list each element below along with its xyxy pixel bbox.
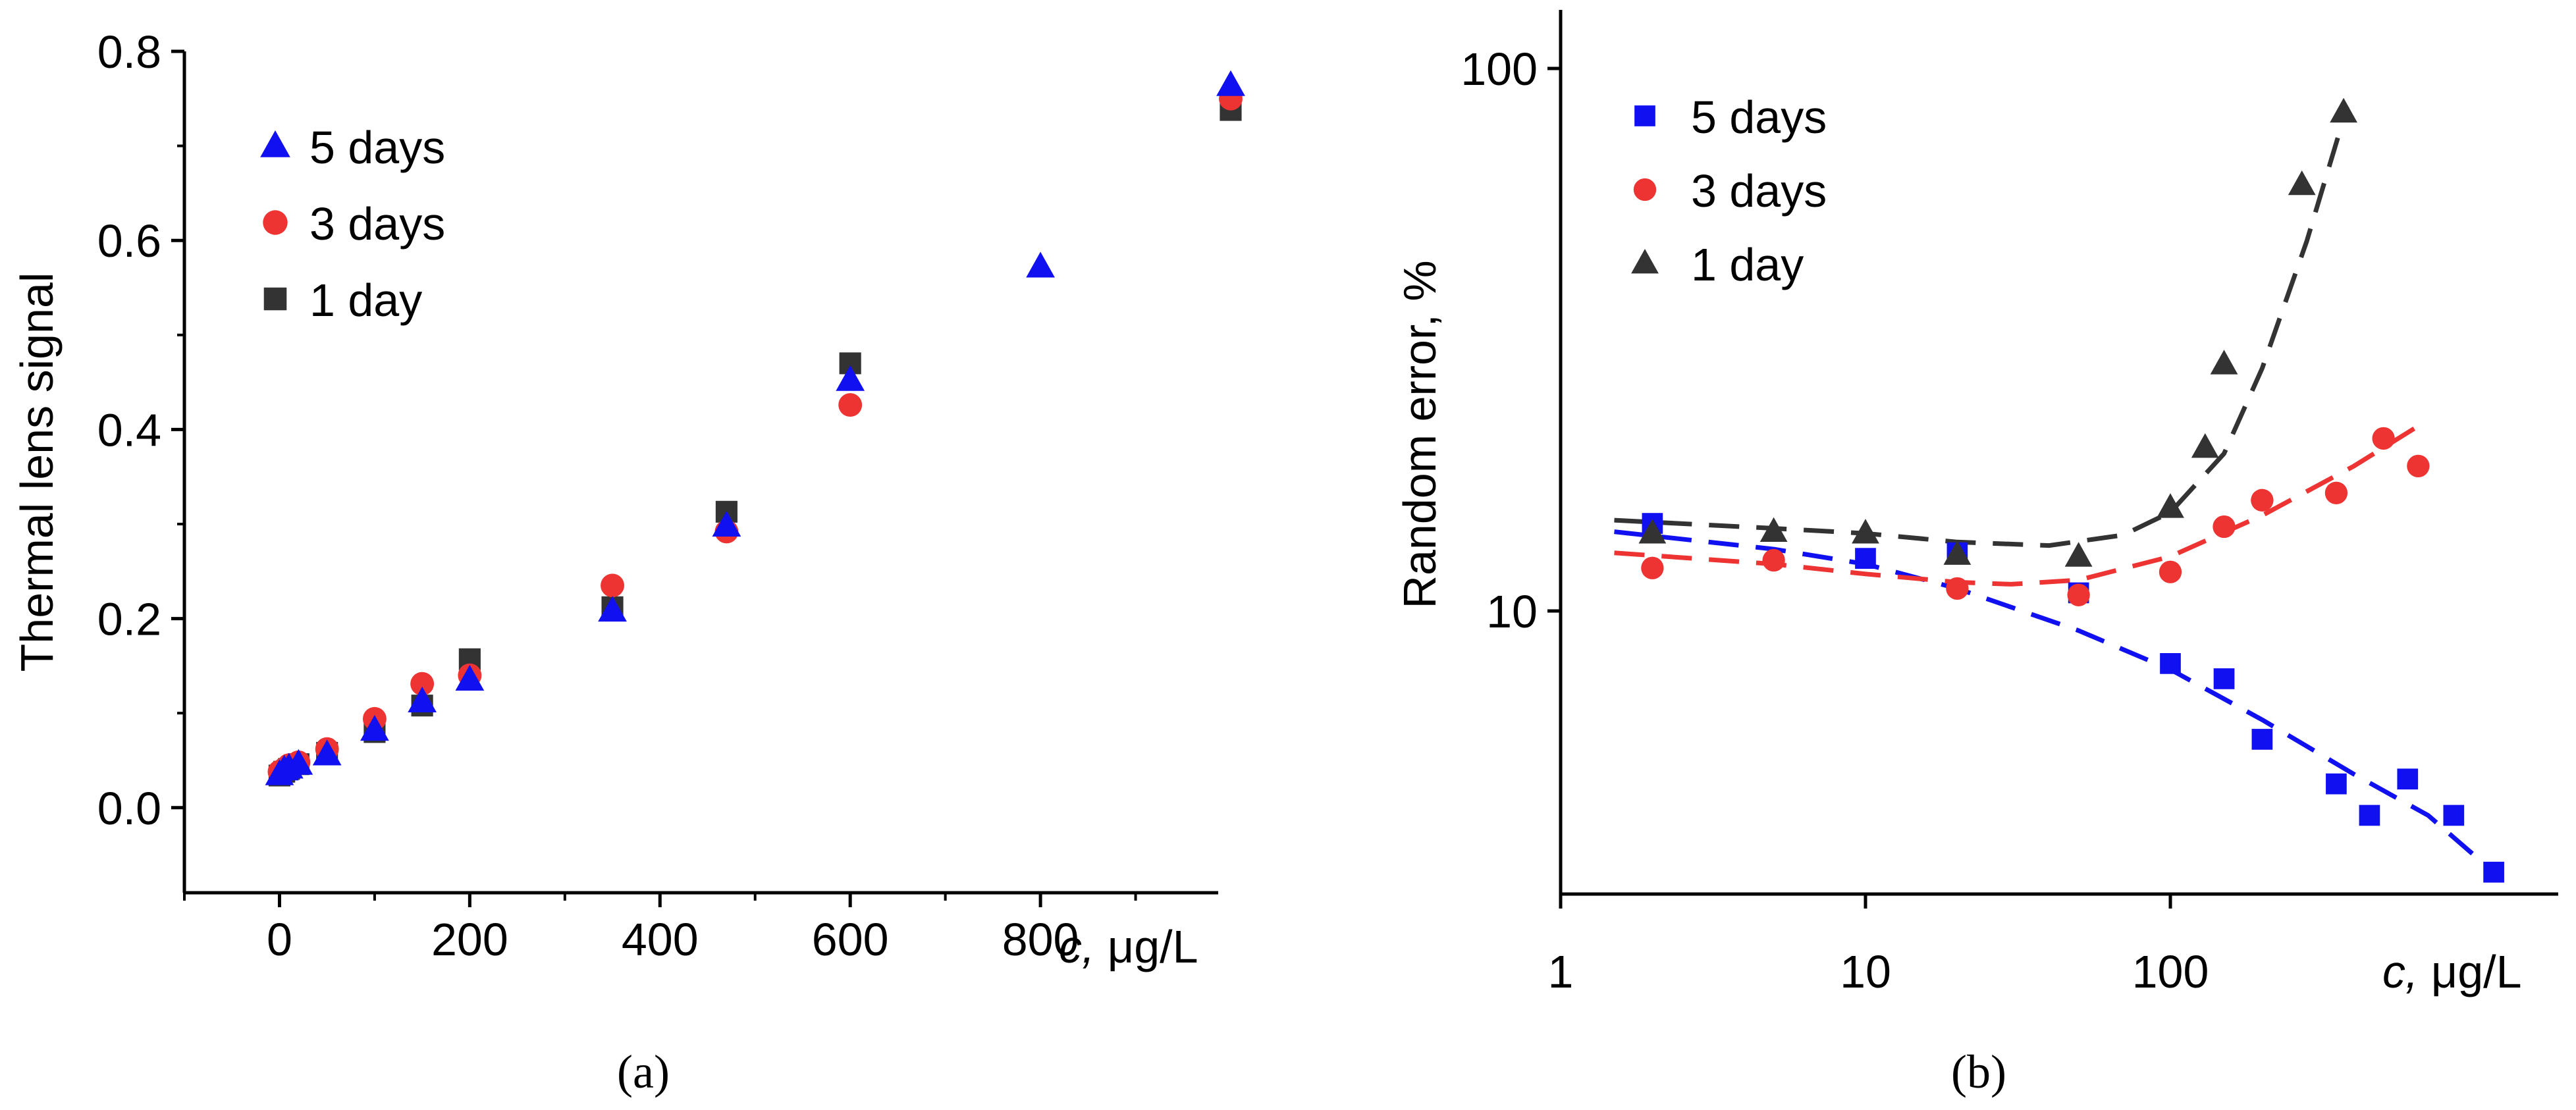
data-point xyxy=(601,573,624,598)
x-axis-label: c, μg/L xyxy=(2382,946,2522,997)
y-ticks: 10 100 xyxy=(1461,43,1561,637)
data-points xyxy=(1638,97,2504,883)
y-tick-label: 0.8 xyxy=(97,26,161,78)
legend-marker xyxy=(263,287,287,311)
data-point xyxy=(2157,493,2184,518)
chart-panel-a: 0.0 0.2 0.4 0.6 0.8 0 200 400 600 800 Thermal le… xyxy=(11,26,1245,1098)
data-point xyxy=(2326,773,2347,795)
data-point xyxy=(2483,861,2504,883)
y-tick-label: 0.6 xyxy=(97,215,161,267)
x-tick-label: 10 xyxy=(1840,946,1891,997)
y-tick-label: 0.0 xyxy=(97,783,161,834)
x-axis-label-variable: c, xyxy=(2382,946,2418,997)
data-point xyxy=(410,672,435,696)
data-point xyxy=(2210,350,2238,375)
data-point xyxy=(2443,805,2465,826)
data-points xyxy=(265,70,1245,787)
x-tick-label: 0 xyxy=(267,914,292,965)
y-axis-label: Random error, % xyxy=(1394,260,1445,608)
x-tick-label: 1 xyxy=(1548,946,1574,997)
fit-curve-5-days xyxy=(1614,529,2496,874)
fit-curves xyxy=(1614,106,2496,874)
x-ticks: 1 10 100 xyxy=(1548,894,2209,997)
fit-curve-1-day xyxy=(1614,106,2349,548)
data-point xyxy=(455,664,485,691)
data-point xyxy=(2372,427,2395,450)
data-point xyxy=(1946,577,1969,600)
y-tick-label: 0.2 xyxy=(97,594,161,645)
legend-marker xyxy=(263,210,288,235)
data-point xyxy=(712,510,741,537)
x-tick-label: 200 xyxy=(431,914,508,965)
data-point xyxy=(1943,540,1972,565)
legend-label: 5 days xyxy=(309,122,445,173)
fit-curve-3-days xyxy=(1614,417,2430,587)
series-1-day xyxy=(1638,97,2357,567)
data-point xyxy=(1762,548,1785,572)
y-tick-label: 0.4 xyxy=(97,404,161,456)
series-5-days xyxy=(265,70,1245,785)
data-point xyxy=(2160,653,2181,674)
panel-caption: (a) xyxy=(617,1045,670,1098)
x-axis-label-unit: μg/L xyxy=(1094,921,1198,972)
legend-marker xyxy=(1631,249,1659,274)
legend: 5 days 3 days 1 day xyxy=(1631,92,1827,290)
data-point xyxy=(2213,668,2235,689)
legend-label: 3 days xyxy=(309,198,445,250)
data-point xyxy=(360,715,389,741)
y-tick-label: 10 xyxy=(1486,586,1538,637)
legend-marker xyxy=(1634,105,1655,126)
x-tick-label: 400 xyxy=(622,914,699,965)
y-ticks: 0.0 0.2 0.4 0.6 0.8 xyxy=(97,26,184,834)
x-tick-label: 100 xyxy=(2132,946,2209,997)
data-point xyxy=(312,739,342,766)
data-point xyxy=(2251,729,2273,750)
data-point xyxy=(2397,768,2419,790)
data-point xyxy=(2288,170,2316,196)
x-ticks: 0 200 400 600 800 xyxy=(183,893,1137,965)
x-axis-label-variable: c, xyxy=(1059,921,1094,972)
legend-marker xyxy=(260,130,290,157)
legend-label: 1 day xyxy=(309,275,422,326)
data-point xyxy=(2407,454,2430,478)
data-point xyxy=(2251,489,2274,512)
x-tick-label: 800 xyxy=(1002,914,1079,965)
legend: 5 days 3 days 1 day xyxy=(260,122,445,326)
legend-label: 1 day xyxy=(1691,239,1804,290)
data-point xyxy=(1216,70,1245,96)
series-3-days xyxy=(1641,427,2430,606)
y-tick-label: 100 xyxy=(1461,43,1538,95)
data-point xyxy=(2064,542,2093,567)
panel-caption: (b) xyxy=(1951,1045,2006,1098)
data-point xyxy=(408,686,437,713)
data-point xyxy=(598,596,627,622)
data-point xyxy=(836,365,865,391)
data-point xyxy=(2213,515,2236,539)
legend-label: 5 days xyxy=(1691,92,1827,143)
data-point xyxy=(2330,97,2357,123)
data-point xyxy=(2191,433,2219,458)
chart-panel-b: 10 100 1 10 100 Random error, % c, μg/L 5 d… xyxy=(1394,10,2558,1098)
y-axis-label: Thermal lens signal xyxy=(11,273,63,672)
data-point xyxy=(838,393,863,417)
data-point xyxy=(2324,481,2348,504)
data-point xyxy=(1026,251,1055,278)
data-point xyxy=(2067,583,2090,606)
data-point xyxy=(1852,519,1879,544)
legend-marker xyxy=(1633,178,1657,201)
data-point xyxy=(2159,560,2182,583)
x-tick-label: 600 xyxy=(812,914,889,965)
legend-label: 3 days xyxy=(1691,165,1827,217)
data-point xyxy=(284,749,313,775)
data-point xyxy=(1759,517,1788,542)
x-axis-label: c, μg/L xyxy=(1059,921,1198,972)
data-point xyxy=(1638,519,1667,544)
data-point xyxy=(2359,805,2380,826)
series-5-days xyxy=(1642,513,2504,883)
data-point xyxy=(1641,556,1664,579)
x-axis-label-unit: μg/L xyxy=(2418,946,2521,997)
data-point xyxy=(1855,548,1876,569)
series-3-days xyxy=(267,86,1243,784)
